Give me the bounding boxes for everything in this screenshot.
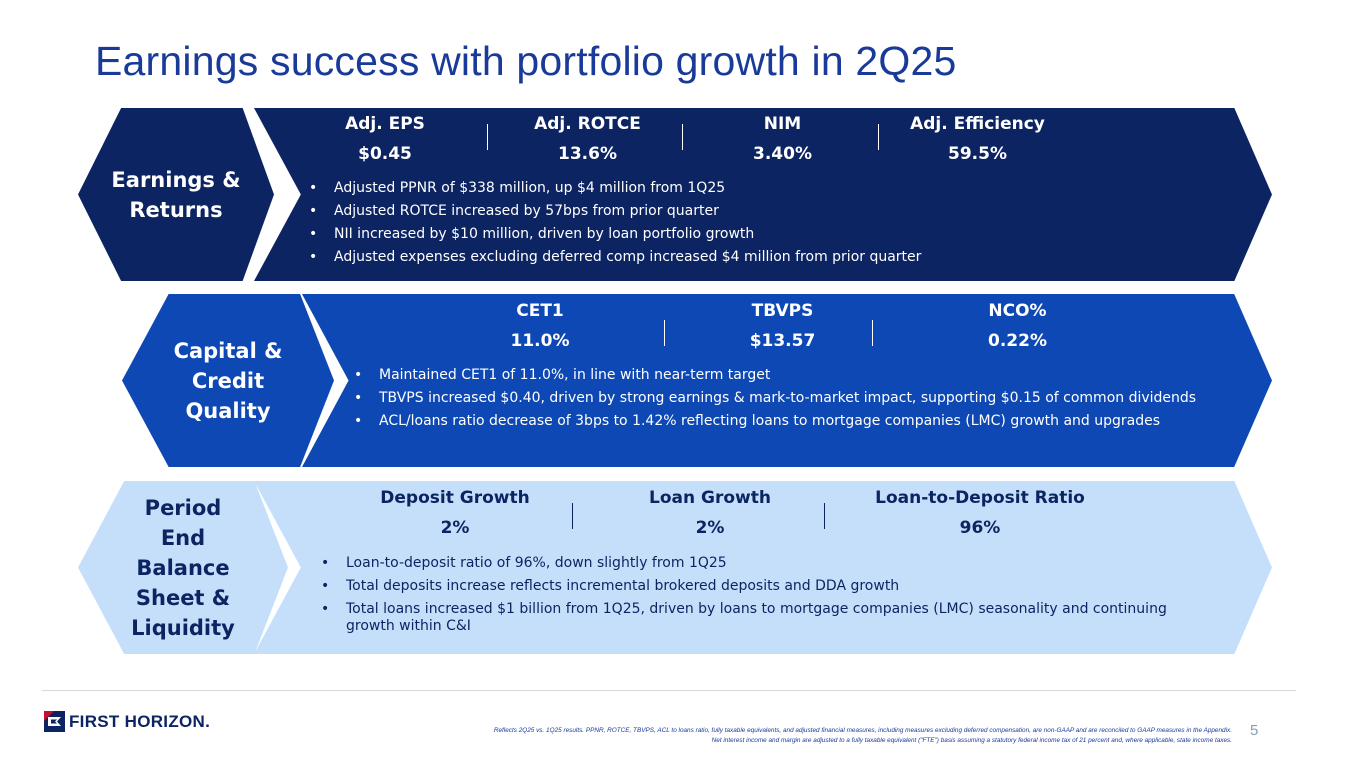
flag-icon bbox=[44, 711, 65, 732]
metric-loan-growth: Loan Growth 2% bbox=[630, 488, 790, 538]
metric-label: Deposit Growth bbox=[380, 488, 530, 508]
metric-divider bbox=[872, 320, 873, 346]
metric-value: 2% bbox=[440, 518, 470, 538]
metric-value: 0.22% bbox=[988, 331, 1047, 351]
balance-sheet-bullets: Loan-to-deposit ratio of 96%, down sligh… bbox=[321, 555, 1171, 641]
metric-value: $0.45 bbox=[358, 144, 412, 164]
metric-deposit-growth: Deposit Growth 2% bbox=[370, 488, 540, 538]
bullet-item: NII increased by $10 million, driven by … bbox=[309, 226, 1189, 243]
metric-adj-eps: Adj. EPS $0.45 bbox=[335, 114, 435, 164]
page-number: 5 bbox=[1250, 722, 1259, 739]
first-horizon-logo: FIRST HORIZON. bbox=[44, 711, 210, 732]
bullet-item: Adjusted expenses excluding deferred com… bbox=[309, 249, 1189, 266]
bullet-item: ACL/loans ratio decrease of 3bps to 1.42… bbox=[354, 413, 1229, 430]
metric-label: CET1 bbox=[516, 301, 564, 321]
metric-label: Loan Growth bbox=[649, 488, 771, 508]
capital-section-label: Capital & Credit Quality bbox=[122, 294, 334, 467]
metric-divider bbox=[664, 320, 665, 346]
earnings-bullets: Adjusted PPNR of $338 million, up $4 mil… bbox=[309, 180, 1189, 272]
bullet-item: Total loans increased $1 billion from 1Q… bbox=[321, 601, 1171, 635]
metric-value: $13.57 bbox=[749, 331, 816, 351]
metric-value: 59.5% bbox=[948, 144, 1007, 164]
footnote: Reflects 2Q25 vs. 1Q25 results. PPNR, RO… bbox=[300, 726, 1232, 746]
metric-tbvps: TBVPS $13.57 bbox=[725, 301, 840, 351]
metric-value: 3.40% bbox=[753, 144, 812, 164]
bullet-item: Adjusted ROTCE increased by 57bps from p… bbox=[309, 203, 1189, 220]
metric-divider bbox=[824, 503, 825, 529]
metric-label: TBVPS bbox=[751, 301, 814, 321]
metric-label: NCO% bbox=[988, 301, 1047, 321]
metric-label: Adj. EPS bbox=[345, 114, 425, 134]
metric-value: 11.0% bbox=[510, 331, 570, 351]
metric-divider bbox=[682, 124, 683, 150]
page-title: Earnings success with portfolio growth i… bbox=[95, 38, 957, 84]
metric-divider bbox=[487, 124, 488, 150]
footnote-line: Reflects 2Q25 vs. 1Q25 results. PPNR, RO… bbox=[493, 727, 1232, 734]
metric-adj-rotce: Adj. ROTCE 13.6% bbox=[515, 114, 660, 164]
metric-nco: NCO% 0.22% bbox=[960, 301, 1075, 351]
metric-label: Loan-to-Deposit Ratio bbox=[875, 488, 1085, 508]
earnings-section-label: Earnings & Returns bbox=[78, 108, 274, 281]
footnote-line: Net interest income and margin are adjus… bbox=[711, 737, 1232, 744]
metric-divider bbox=[878, 124, 879, 150]
bullet-item: Adjusted PPNR of $338 million, up $4 mil… bbox=[309, 180, 1189, 197]
bullet-item: Total deposits increase reflects increme… bbox=[321, 578, 1171, 595]
logo-text: FIRST HORIZON. bbox=[69, 711, 211, 731]
metric-label: Adj. ROTCE bbox=[534, 114, 641, 134]
metric-divider bbox=[572, 503, 573, 529]
metric-nim: NIM 3.40% bbox=[730, 114, 835, 164]
footer-divider bbox=[42, 690, 1296, 691]
metric-cet1: CET1 11.0% bbox=[485, 301, 595, 351]
bullet-item: Maintained CET1 of 11.0%, in line with n… bbox=[354, 367, 1229, 384]
metric-value: 96% bbox=[959, 518, 1001, 538]
metric-label: Adj. Efficiency bbox=[910, 114, 1045, 134]
bullet-item: TBVPS increased $0.40, driven by strong … bbox=[354, 390, 1229, 407]
balance-sheet-section-label: Period End Balance Sheet & Liquidity bbox=[78, 481, 288, 654]
metric-loan-to-deposit-ratio: Loan-to-Deposit Ratio 96% bbox=[860, 488, 1100, 538]
bullet-item: Loan-to-deposit ratio of 96%, down sligh… bbox=[321, 555, 1171, 572]
metric-label: NIM bbox=[763, 114, 802, 134]
metric-adj-efficiency: Adj. Efficiency 59.5% bbox=[895, 114, 1060, 164]
capital-bullets: Maintained CET1 of 11.0%, in line with n… bbox=[354, 367, 1229, 436]
metric-value: 2% bbox=[695, 518, 725, 538]
metric-value: 13.6% bbox=[558, 144, 617, 164]
